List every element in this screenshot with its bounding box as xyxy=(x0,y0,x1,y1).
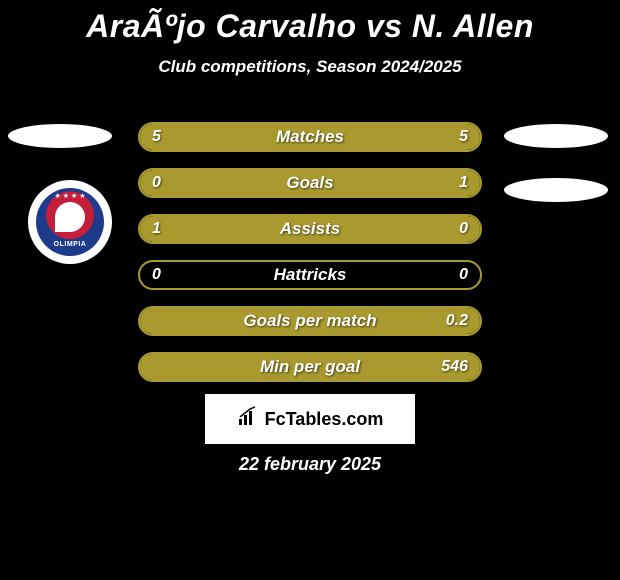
player-photo-placeholder-left xyxy=(8,124,112,148)
stat-label: Hattricks xyxy=(140,265,480,285)
footer-brand-badge: FcTables.com xyxy=(205,394,415,444)
stat-row: 55Matches xyxy=(138,122,482,152)
stat-row: 10Assists xyxy=(138,214,482,244)
club-stars-icon: ★ ★ ★ ★ xyxy=(36,192,104,200)
stat-label: Assists xyxy=(140,219,480,239)
page-title: AraÃºjo Carvalho vs N. Allen xyxy=(0,0,620,45)
club-logo-badge: ★ ★ ★ ★ OLIMPIA xyxy=(36,188,104,256)
subtitle: Club competitions, Season 2024/2025 xyxy=(0,57,620,77)
stats-area: 55Matches 01Goals 10Assists 00Hattricks 0.2G… xyxy=(138,122,482,398)
club-lion-icon xyxy=(55,202,85,232)
stat-label: Goals xyxy=(140,173,480,193)
stat-label: Min per goal xyxy=(140,357,480,377)
player-photo-placeholder-right-1 xyxy=(504,124,608,148)
player-photo-placeholder-right-2 xyxy=(504,178,608,202)
chart-icon xyxy=(237,405,259,433)
infographic-container: AraÃºjo Carvalho vs N. Allen Club compet… xyxy=(0,0,620,580)
stat-row: 01Goals xyxy=(138,168,482,198)
footer-brand-text: FcTables.com xyxy=(265,409,384,430)
club-logo: ★ ★ ★ ★ OLIMPIA xyxy=(28,180,112,264)
stat-row: 00Hattricks xyxy=(138,260,482,290)
stat-label: Matches xyxy=(140,127,480,147)
stat-row: 546Min per goal xyxy=(138,352,482,382)
stat-label: Goals per match xyxy=(140,311,480,331)
stat-row: 0.2Goals per match xyxy=(138,306,482,336)
footer-date: 22 february 2025 xyxy=(0,454,620,475)
club-logo-text: OLIMPIA xyxy=(36,241,104,248)
